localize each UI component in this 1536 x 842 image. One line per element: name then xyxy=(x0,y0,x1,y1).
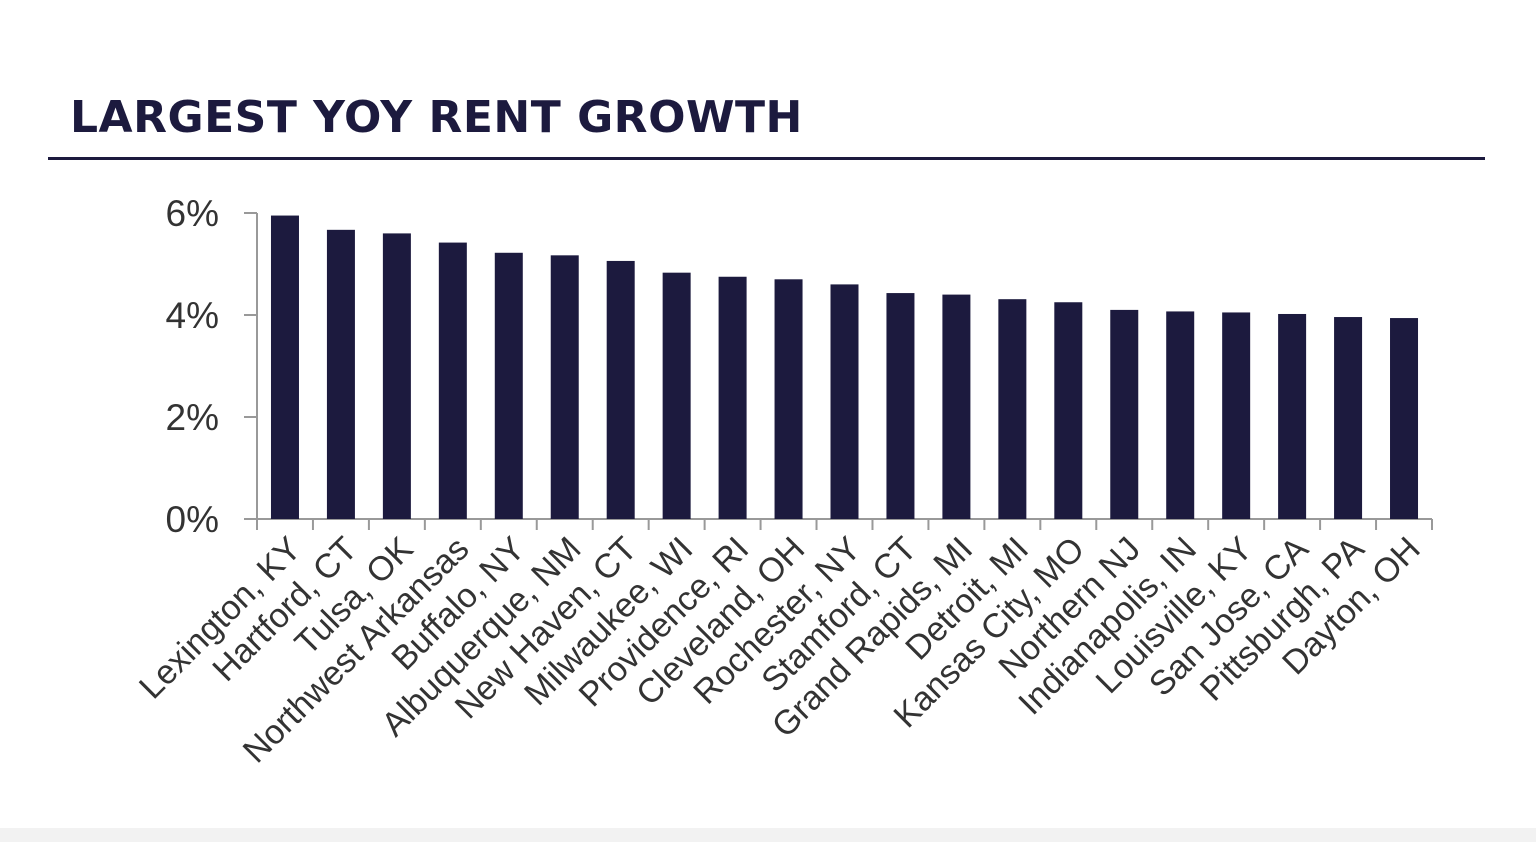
bar xyxy=(942,294,971,519)
bar xyxy=(886,293,915,519)
bar xyxy=(830,284,859,519)
bar xyxy=(1110,309,1139,519)
title-divider xyxy=(48,157,1485,160)
bar xyxy=(438,242,467,519)
bar xyxy=(1278,313,1307,519)
bar xyxy=(270,215,299,520)
bar xyxy=(1166,311,1195,519)
bar xyxy=(382,233,411,519)
bar xyxy=(718,276,747,519)
bar-series xyxy=(270,215,1419,520)
y-tick-label: 4% xyxy=(166,295,219,336)
bar xyxy=(998,299,1027,519)
bar xyxy=(550,255,579,519)
bar xyxy=(606,260,635,519)
y-axis: 0% 2% 4% 6% xyxy=(166,193,258,540)
bar xyxy=(1054,302,1083,519)
bar xyxy=(774,279,803,519)
bar xyxy=(1222,312,1251,519)
bar xyxy=(1334,317,1363,519)
footer-strip xyxy=(0,828,1536,842)
bar xyxy=(662,272,691,519)
x-axis xyxy=(256,518,1433,530)
bar xyxy=(494,252,523,519)
page-title: LARGEST YOY RENT GROWTH xyxy=(70,92,803,143)
bar xyxy=(1390,318,1419,519)
y-tick-label: 6% xyxy=(166,193,219,234)
bar xyxy=(326,229,355,519)
y-tick-label: 0% xyxy=(166,499,219,540)
y-tick-label: 2% xyxy=(166,397,219,438)
